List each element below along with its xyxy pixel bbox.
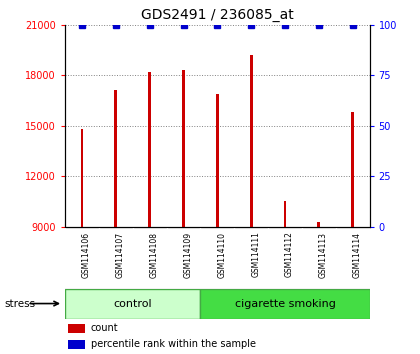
Bar	[284, 201, 286, 227]
Bar	[68, 324, 85, 333]
Bar	[200, 289, 370, 319]
Text: GSM114112: GSM114112	[285, 232, 294, 278]
Text: control: control	[113, 298, 152, 309]
Bar	[318, 222, 320, 227]
Bar	[250, 55, 252, 227]
Text: GSM114109: GSM114109	[184, 232, 192, 278]
Text: percentile rank within the sample: percentile rank within the sample	[91, 339, 256, 349]
Text: stress: stress	[4, 298, 35, 309]
Text: count: count	[91, 324, 118, 333]
Bar	[216, 94, 219, 227]
Bar	[81, 129, 83, 227]
Bar	[182, 70, 185, 227]
Text: GSM114110: GSM114110	[218, 232, 226, 278]
Bar	[68, 340, 85, 349]
Text: GSM114108: GSM114108	[150, 232, 159, 278]
Text: GSM114107: GSM114107	[116, 232, 125, 278]
Text: GSM114111: GSM114111	[251, 232, 260, 278]
Text: GSM114114: GSM114114	[353, 232, 362, 278]
Text: GSM114106: GSM114106	[82, 232, 91, 278]
Bar	[115, 90, 117, 227]
Text: GSM114113: GSM114113	[319, 232, 328, 278]
Bar	[65, 289, 200, 319]
Text: cigarette smoking: cigarette smoking	[235, 298, 336, 309]
Bar	[351, 112, 354, 227]
Title: GDS2491 / 236085_at: GDS2491 / 236085_at	[141, 8, 294, 22]
Bar	[148, 72, 151, 227]
